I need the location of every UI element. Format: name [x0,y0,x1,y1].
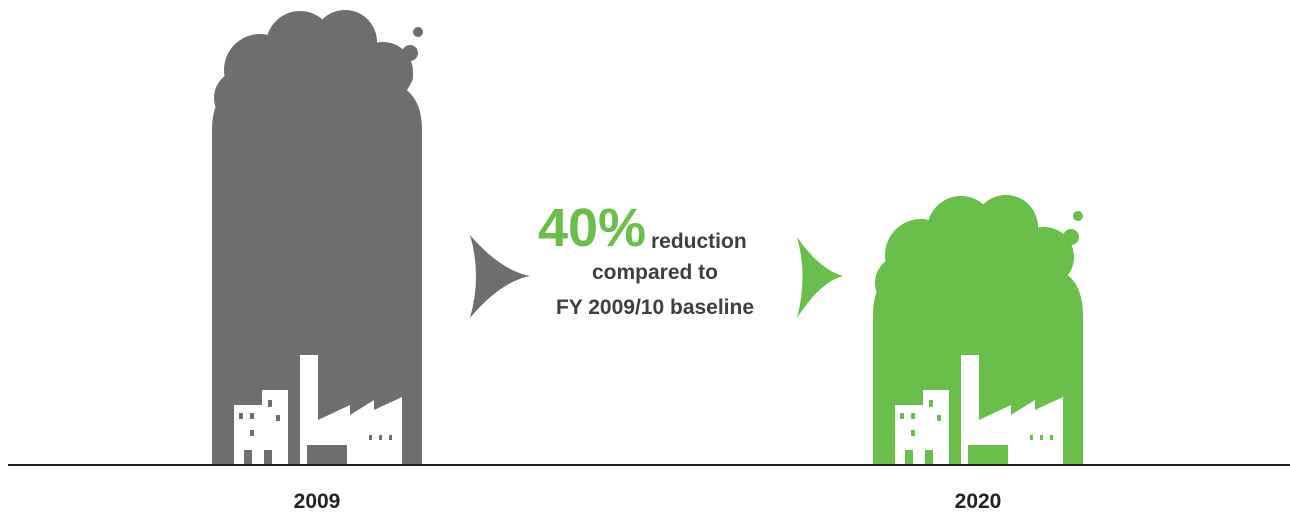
arrow [797,237,843,318]
year-label: 2009 [294,490,341,513]
callout-text: compared to [592,261,718,284]
callout-value: 40% [538,198,646,258]
callout-text: FY 2009/10 baseline [556,296,754,319]
callout-text: reduction [651,230,747,253]
year-label: 2020 [955,490,1002,513]
column-2009 [212,10,423,465]
arrow [470,235,530,318]
